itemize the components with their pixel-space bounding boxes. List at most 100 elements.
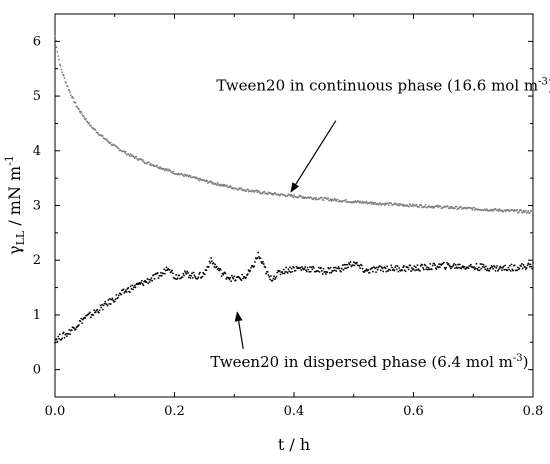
data-point (211, 181, 214, 184)
data-point (317, 270, 319, 272)
data-point (491, 266, 494, 268)
y-tick-label: 2 (33, 253, 41, 268)
data-point (330, 199, 333, 202)
data-point (168, 268, 171, 271)
data-point (165, 266, 168, 269)
data-point (57, 55, 60, 57)
data-point (347, 266, 350, 269)
data-point (446, 261, 448, 264)
data-point (271, 192, 274, 195)
data-point (420, 204, 423, 207)
data-point (328, 267, 330, 270)
data-point (62, 74, 65, 77)
data-point (527, 210, 530, 212)
data-point (197, 276, 200, 279)
data-point (241, 273, 244, 276)
data-point (249, 269, 252, 272)
data-point (55, 46, 58, 49)
x-tick-label: 0.2 (164, 404, 185, 419)
data-point (444, 268, 447, 270)
data-point (80, 110, 83, 113)
data-point (103, 302, 106, 305)
data-point (96, 308, 99, 311)
data-point (134, 286, 137, 289)
data-point (498, 267, 501, 269)
data-point (90, 126, 93, 128)
data-point (488, 269, 491, 272)
data-point (94, 311, 97, 313)
data-point (380, 266, 383, 268)
data-point (196, 177, 199, 180)
data-point (216, 181, 219, 184)
data-point (182, 272, 185, 275)
data-point (278, 270, 281, 272)
data-point (152, 163, 154, 166)
data-point (149, 163, 152, 165)
data-point (113, 300, 116, 303)
data-point (451, 265, 454, 268)
data-point (163, 268, 166, 271)
data-point (148, 281, 151, 283)
data-point (130, 287, 133, 290)
data-point (261, 262, 264, 265)
data-point (253, 265, 256, 268)
data-point (398, 267, 401, 269)
data-point (320, 196, 323, 199)
data-point (461, 265, 464, 267)
series-layer (54, 35, 534, 344)
data-point (481, 263, 483, 266)
data-point (57, 335, 60, 338)
data-point (254, 261, 256, 263)
data-point (452, 264, 455, 267)
data-point (371, 267, 373, 269)
data-point (367, 269, 369, 271)
data-point (360, 264, 363, 267)
data-point (313, 197, 316, 200)
data-point (411, 267, 413, 269)
data-point (210, 181, 213, 183)
data-point (67, 333, 70, 335)
data-point (105, 138, 108, 141)
data-point (393, 269, 396, 272)
data-point (352, 264, 354, 267)
data-point (508, 268, 510, 271)
data-point (484, 268, 487, 271)
data-point (191, 277, 194, 279)
data-point (427, 267, 430, 269)
data-point (243, 276, 246, 278)
data-point (437, 266, 440, 269)
data-point (335, 200, 338, 202)
data-point (271, 279, 274, 282)
data-point (183, 270, 186, 273)
data-point (114, 298, 117, 301)
data-point (259, 257, 262, 260)
data-point (495, 266, 498, 269)
data-point (376, 268, 379, 271)
data-point (389, 269, 392, 272)
data-point (162, 272, 165, 275)
data-point (428, 268, 431, 271)
data-point (450, 267, 452, 270)
data-point (353, 264, 356, 267)
data-point (329, 198, 332, 201)
data-point (133, 284, 136, 287)
data-point (492, 210, 495, 212)
data-point (289, 193, 291, 196)
x-axis-label: t / h (278, 435, 310, 454)
data-point (489, 209, 491, 212)
data-point (426, 268, 429, 271)
data-point (439, 205, 442, 208)
data-point (328, 271, 331, 274)
data-point (266, 193, 269, 196)
data-point (394, 266, 397, 269)
data-point (128, 153, 130, 156)
data-point (111, 297, 114, 300)
data-point (520, 209, 522, 211)
data-point (320, 266, 322, 269)
data-point (115, 293, 118, 296)
data-point (364, 269, 367, 272)
data-point (160, 274, 163, 277)
data-point (63, 77, 66, 80)
data-point (474, 267, 477, 270)
data-point (422, 268, 425, 271)
